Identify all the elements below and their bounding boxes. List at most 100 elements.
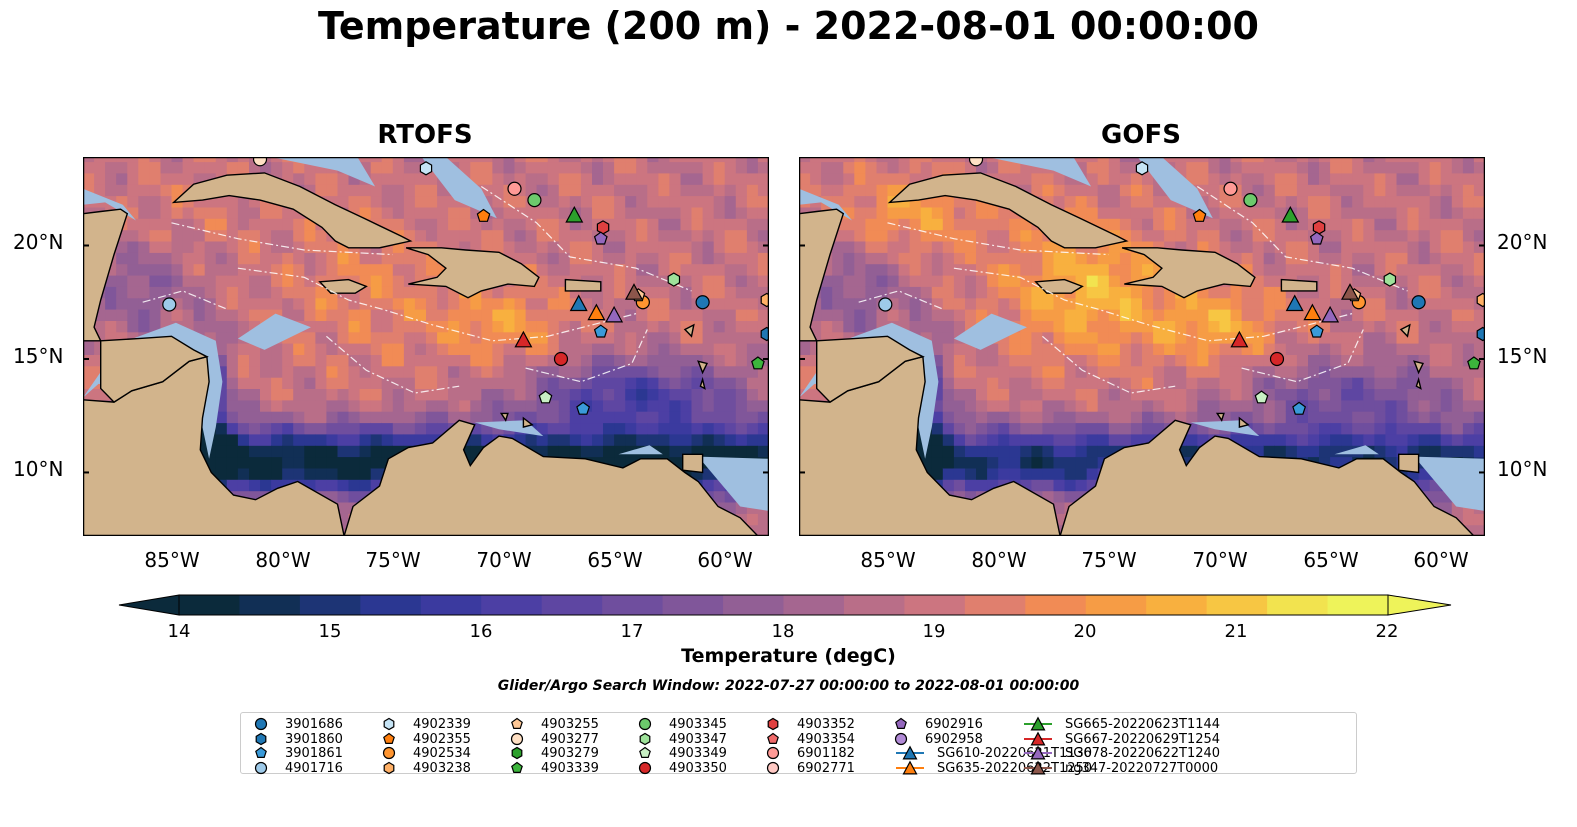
lat-label-20n-right: 20°N — [1497, 230, 1548, 254]
land — [799, 172, 1475, 536]
marker-4903349 — [1254, 390, 1269, 404]
marker-4903350 — [1269, 351, 1285, 367]
legend-label: 4903352 — [797, 717, 855, 732]
legend-marker — [766, 761, 780, 774]
legend-item-4903279: 4903279 — [509, 745, 637, 763]
marker-4903345 — [527, 193, 542, 208]
platform-markers — [878, 157, 1485, 415]
colorbar-bin — [662, 595, 724, 615]
legend-marker — [638, 717, 652, 731]
legend-marker — [255, 732, 267, 745]
marker-4903349 — [538, 390, 553, 404]
legend-label: 4903354 — [797, 731, 855, 747]
legend-triangle — [1030, 731, 1046, 745]
legend-marker — [767, 717, 779, 731]
marker-sg678-20220622t1240 — [1321, 305, 1340, 323]
marker-4901716 — [162, 297, 177, 312]
land — [83, 172, 759, 536]
legend-marker — [638, 761, 652, 774]
main-title: Temperature (200 m) - 2022-08-01 00:00:0… — [317, 4, 1259, 48]
legend-item-ng347-20220727t0000: ng347-20220727T0000 — [1021, 760, 1241, 778]
legend-label: 6902958 — [925, 731, 983, 747]
legend-item-4903339: 4903339 — [509, 760, 637, 778]
legend-marker — [896, 745, 924, 760]
colorbar-tick-15: 15 — [318, 621, 342, 642]
marker-4902339 — [1135, 161, 1149, 176]
marker-4903238 — [1476, 292, 1485, 308]
colorbar-extend-max — [1387, 594, 1452, 616]
lon-label-75w-gofs: 75°W — [1081, 548, 1137, 572]
lon-label-60w-gofs: 60°W — [1413, 548, 1469, 572]
colorbar-label: Temperature (degC) — [681, 645, 896, 667]
colorbar-tick-22: 22 — [1375, 621, 1399, 642]
legend-marker — [1024, 716, 1052, 731]
legend-label: SG665-20220623T1144 — [1065, 717, 1221, 732]
legend-pentagon — [511, 717, 523, 729]
legend-marker — [766, 746, 780, 760]
marker-4903238 — [760, 292, 769, 308]
legend-item-4903352: 4903352 — [765, 716, 893, 734]
colorbar-tick-14: 14 — [167, 621, 191, 642]
legend-item-4903345: 4903345 — [637, 716, 765, 734]
legend-marker — [1024, 745, 1052, 760]
legend-item-3901861: 3901861 — [253, 745, 381, 763]
legend-marker — [767, 732, 779, 744]
colorbar-bin — [1146, 595, 1208, 615]
legend-pentagon — [255, 746, 267, 758]
temperature-colorbar — [118, 594, 1452, 616]
legend-marker — [639, 746, 651, 758]
legend-marker — [511, 746, 523, 760]
colorbar-bin — [1206, 595, 1268, 615]
lon-label-70w-rtofs: 70°W — [476, 548, 532, 572]
marker-4902355 — [476, 208, 491, 222]
marker-sg665-20220623t1144 — [1281, 205, 1300, 223]
colorbar-bin — [299, 595, 361, 615]
legend-triangle — [1030, 760, 1046, 774]
legend-marker — [895, 717, 907, 729]
colorbar-tick-16: 16 — [469, 621, 493, 642]
legend-circle — [638, 717, 652, 731]
rtofs-map — [83, 157, 769, 536]
marker-sg635-20220622t1250 — [587, 303, 606, 321]
legend-item-6902958: 6902958 — [893, 731, 1021, 749]
marker-6902916 — [593, 231, 608, 245]
legend-pentagon — [767, 732, 779, 744]
legend-label: 6901182 — [797, 746, 855, 761]
legend-label: 6902771 — [797, 760, 855, 776]
legend-item-4903277: 4903277 — [509, 731, 637, 749]
axis-ticks — [799, 244, 1485, 474]
legend-label: SG635-20220622T1250 — [937, 760, 1093, 776]
eez-boundaries — [858, 185, 1408, 394]
lat-label-10n-left: 10°N — [13, 457, 64, 481]
legend-marker — [255, 746, 267, 758]
platform-legend: 3901686 3901860 3901861 4901716 4902339 49023… — [240, 712, 1357, 776]
marker-3901686 — [1411, 295, 1426, 310]
marker-4903339 — [1467, 356, 1481, 370]
legend-pentagon — [895, 717, 907, 729]
legend-hexagon — [511, 746, 523, 760]
marker-4903352 — [1312, 220, 1326, 235]
colorbar-bin — [420, 595, 482, 615]
legend-circle — [382, 746, 396, 760]
platform-markers — [162, 157, 769, 415]
colorbar-bin — [723, 595, 785, 615]
legend-triangle — [902, 760, 918, 774]
legend-marker — [510, 732, 524, 745]
legend-circle — [766, 746, 780, 760]
legend-item-3901860: 3901860 — [253, 731, 381, 749]
marker-4902339 — [419, 161, 433, 176]
lon-label-60w-rtofs: 60°W — [697, 548, 753, 572]
legend-item-4903350: 4903350 — [637, 760, 765, 778]
legend-marker — [511, 761, 523, 773]
lon-label-70w-gofs: 70°W — [1192, 548, 1248, 572]
legend-item-sg667-20220629t1254: SG667-20220629T1254 — [1021, 731, 1241, 749]
marker-sg610-20220621t1130 — [1285, 294, 1304, 312]
legend-item-4902355: 4902355 — [381, 731, 509, 749]
legend-triangle — [1030, 716, 1046, 731]
legend-item-sg635-20220622t1250: SG635-20220622T1250 — [893, 760, 1092, 778]
legend-marker — [1024, 760, 1052, 774]
marker-6901182 — [1223, 181, 1238, 196]
legend-marker — [254, 761, 268, 774]
gofs-map — [799, 157, 1485, 536]
legend-label: 4903279 — [541, 746, 599, 761]
